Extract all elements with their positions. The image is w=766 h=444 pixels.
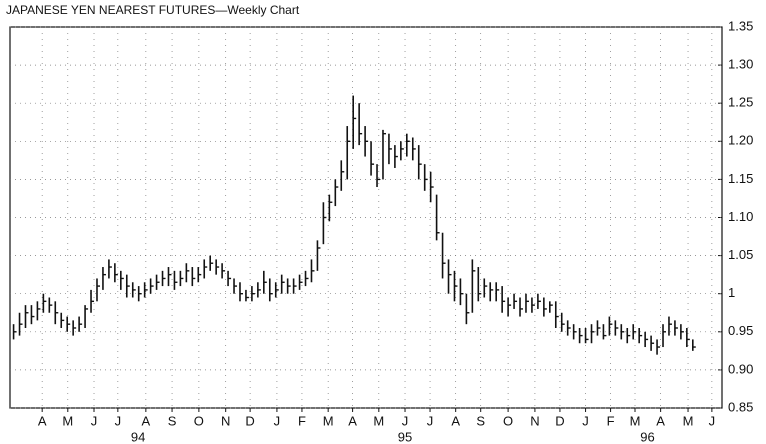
x-tick-label: S (476, 413, 485, 428)
x-tick-label: D (245, 413, 254, 428)
x-tick-label: S (168, 413, 177, 428)
x-tick-label: F (607, 413, 615, 428)
x-tick-label: A (348, 413, 357, 428)
x-tick-label: D (555, 413, 564, 428)
y-tick-label: 0.90 (728, 361, 753, 376)
x-tick-label: N (221, 413, 230, 428)
y-tick-label: 1.05 (728, 247, 753, 262)
y-tick-label: 1.10 (728, 209, 753, 224)
x-tick-label: A (38, 413, 47, 428)
y-tick-label: 1.30 (728, 57, 753, 72)
y-tick-label: 0.85 (728, 399, 753, 414)
year-label: 95 (398, 429, 412, 444)
x-tick-label: A (142, 413, 151, 428)
x-tick-label: F (298, 413, 306, 428)
x-tick-label: J (402, 413, 409, 428)
y-tick-label: 1.35 (728, 18, 753, 33)
y-tick-label: 1.15 (728, 171, 753, 186)
x-tick-label: M (323, 413, 334, 428)
x-tick-label: J (709, 413, 716, 428)
x-tick-label: M (373, 413, 384, 428)
x-tick-label: J (427, 413, 434, 428)
y-tick-label: 1.20 (728, 133, 753, 148)
chart-title: JAPANESE YEN NEAREST FUTURES—Weekly Char… (6, 3, 300, 17)
x-tick-label: A (656, 413, 665, 428)
year-label: 94 (131, 429, 145, 444)
x-tick-label: M (630, 413, 641, 428)
x-tick-label: A (451, 413, 460, 428)
x-tick-label: N (530, 413, 539, 428)
y-tick-label: 1 (728, 285, 735, 300)
year-label: 96 (640, 429, 654, 444)
x-tick-label: M (62, 413, 73, 428)
x-tick-label: J (274, 413, 281, 428)
x-tick-label: O (194, 413, 204, 428)
x-tick-label: O (503, 413, 513, 428)
y-tick-label: 0.95 (728, 323, 753, 338)
x-tick-label: M (683, 413, 694, 428)
x-tick-label: J (582, 413, 589, 428)
x-tick-label: J (91, 413, 98, 428)
y-tick-label: 1.25 (728, 95, 753, 110)
x-tick-label: J (115, 413, 122, 428)
